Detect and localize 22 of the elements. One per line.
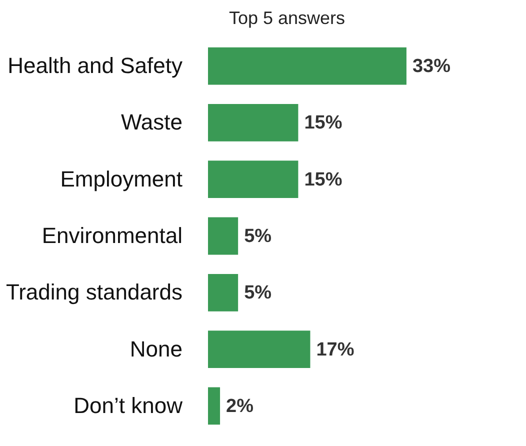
y-tick-label: Trading standards (6, 280, 182, 305)
chart-title: Top 5 answers (228, 8, 346, 28)
y-tick-label: None (130, 336, 182, 362)
y-tick-label: Environmental (42, 223, 182, 248)
data-label: 5% (244, 226, 272, 247)
bar (208, 104, 298, 142)
data-label: 17% (316, 339, 354, 360)
bar (208, 274, 238, 312)
bar (208, 387, 220, 425)
bar (208, 217, 238, 255)
data-label: 15% (304, 112, 342, 134)
data-label: 15% (304, 169, 342, 190)
y-tick-label: Waste (120, 110, 182, 135)
bar (208, 160, 298, 198)
bar (208, 47, 406, 85)
y-tick-label: Employment (60, 166, 182, 192)
y-tick-label: Health and Safety (8, 53, 182, 78)
data-label: 5% (244, 282, 272, 304)
y-tick-label: Don’t know (74, 392, 183, 418)
bar (208, 330, 310, 368)
data-label: 33% (412, 56, 451, 78)
data-label: 2% (226, 396, 254, 417)
